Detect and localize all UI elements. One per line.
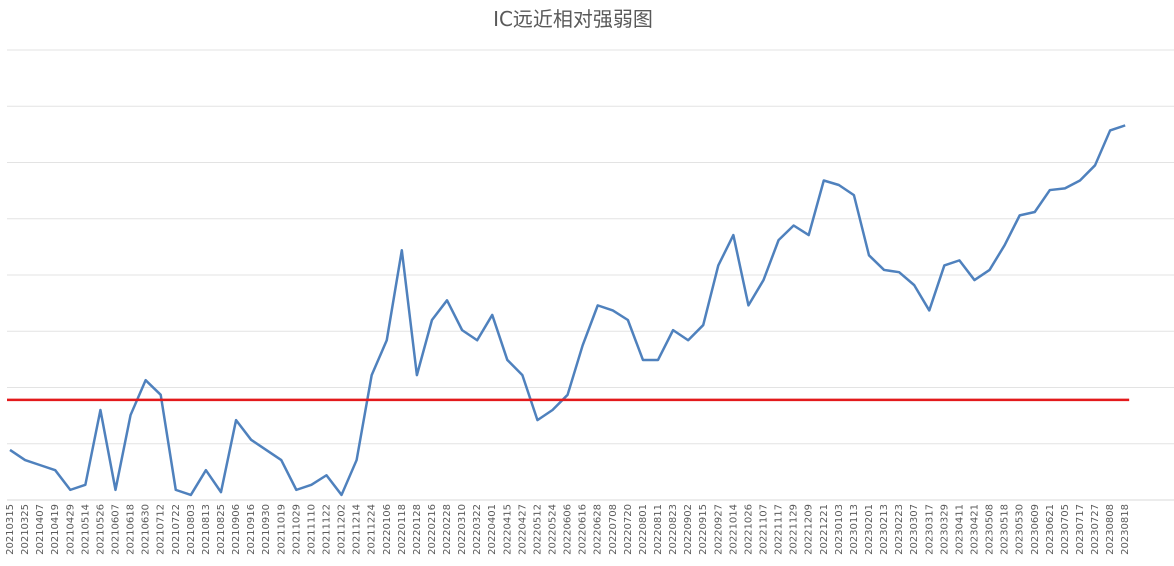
x-tick-label: 20221026: [743, 504, 754, 555]
series-line: [9, 124, 1126, 497]
x-tick-label: 20221209: [804, 504, 815, 555]
x-tick-label: 20230818: [1120, 504, 1131, 555]
x-tick-label: 20211122: [321, 504, 332, 555]
x-tick-label: 20211224: [367, 504, 378, 555]
x-tick-label: 20230808: [1105, 504, 1116, 555]
x-tick-label: 20210429: [65, 504, 76, 555]
x-tick-label: 20210407: [35, 504, 46, 555]
x-tick-label: 20230307: [909, 504, 920, 555]
x-tick-label: 20230223: [894, 504, 905, 555]
x-tick-label: 20220415: [502, 504, 513, 555]
x-tick-label: 20220524: [548, 504, 559, 555]
x-tick-label: 20230421: [969, 504, 980, 555]
x-tick-label: 20211019: [276, 504, 287, 555]
x-tick-label: 20220801: [638, 504, 649, 555]
x-tick-label: 20220310: [457, 504, 468, 555]
x-tick-label: 20221107: [759, 504, 770, 555]
x-tick-label: 20230609: [1030, 504, 1041, 555]
x-tick-label: 20220811: [653, 504, 664, 555]
x-tick-label: 20220401: [487, 504, 498, 555]
x-tick-label: 20230213: [879, 504, 890, 555]
x-tick-label: 20220823: [668, 504, 679, 555]
x-tick-label: 20210618: [126, 504, 137, 555]
x-tick-label: 20210722: [171, 504, 182, 555]
x-tick-label: 20220902: [683, 504, 694, 555]
x-tick-label: 20230717: [1075, 504, 1086, 555]
x-tick-label: 20220708: [608, 504, 619, 555]
x-tick-label: 20220720: [623, 504, 634, 555]
x-tick-label: 20230317: [924, 504, 935, 555]
x-tick-label: 20230508: [985, 504, 996, 555]
x-tick-label: 20210803: [186, 504, 197, 555]
x-tick-label: 20230621: [1045, 504, 1056, 555]
x-tick-label: 20220915: [698, 504, 709, 555]
x-tick-label: 20230329: [939, 504, 950, 555]
x-tick-label: 20221221: [819, 504, 830, 555]
x-tick-label: 20230411: [954, 504, 965, 555]
x-tick-label: 20210813: [201, 504, 212, 555]
x-tick-label: 20230705: [1060, 504, 1071, 555]
x-tick-label: 20230530: [1015, 504, 1026, 555]
x-tick-label: 20220616: [578, 504, 589, 555]
x-tick-label: 20210419: [50, 504, 61, 555]
x-tick-label: 20220128: [412, 504, 423, 555]
x-tick-label: 20210607: [110, 504, 121, 555]
x-tick-label: 20220427: [517, 504, 528, 555]
x-tick-label: 20210630: [141, 504, 152, 555]
x-tick-label: 20211202: [337, 504, 348, 555]
x-tick-label: 20230727: [1090, 504, 1101, 555]
x-tick-label: 20230518: [1000, 504, 1011, 555]
x-tick-label: 20220628: [593, 504, 604, 555]
x-tick-label: 20221014: [728, 504, 739, 555]
x-tick-label: 20220228: [442, 504, 453, 555]
x-tick-label: 20210526: [95, 504, 106, 555]
x-tick-label: 20210825: [216, 504, 227, 555]
x-tick-label: 20220106: [382, 504, 393, 555]
x-tick-label: 20220927: [713, 504, 724, 555]
x-tick-label: 20230103: [834, 504, 845, 555]
x-tick-label: 20221117: [774, 504, 785, 555]
x-tick-label: 20210514: [80, 504, 91, 555]
chart-title: IC远近相对强弱图: [493, 7, 653, 31]
x-tick-label: 20230201: [864, 504, 875, 555]
x-tick-label: 20210916: [246, 504, 257, 555]
x-tick-label: 20220322: [472, 504, 483, 555]
x-tick-label: 20220118: [397, 504, 408, 555]
x-tick-label: 20210315: [5, 504, 16, 555]
x-tick-label: 20211110: [306, 504, 317, 555]
x-tick-label: 20210325: [20, 504, 31, 555]
x-tick-label: 20230113: [849, 504, 860, 555]
x-tick-label: 20210712: [156, 504, 167, 555]
x-tick-label: 20210930: [261, 504, 272, 555]
x-tick-label: 20221129: [789, 504, 800, 555]
x-tick-label: 20220606: [563, 504, 574, 555]
x-tick-label: 20210906: [231, 504, 242, 555]
x-tick-label: 20220216: [427, 504, 438, 555]
x-tick-label: 20220512: [532, 504, 543, 555]
x-tick-label: 20211029: [291, 504, 302, 555]
x-tick-label: 20211214: [352, 504, 363, 555]
